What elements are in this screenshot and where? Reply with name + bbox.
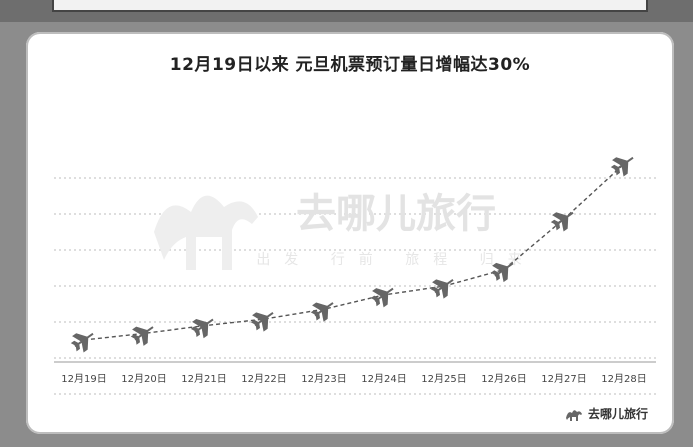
brand-mark: 去哪儿旅行 <box>564 405 648 422</box>
data-point-airplane-icon <box>430 278 454 299</box>
x-tick-label: 12月25日 <box>421 373 466 385</box>
chart-title: 12月19日以来 元旦机票预订量日增幅达30% <box>169 55 531 75</box>
x-tick-label: 12月26日 <box>481 373 526 385</box>
series-line <box>83 163 625 341</box>
chart-card: 12月19日以来 元旦机票预订量日增幅达30% 去哪儿旅行 出发 行前 旅程 归来… <box>26 32 674 434</box>
data-point-airplane-icon <box>610 156 634 177</box>
x-tick-label: 12月23日 <box>301 373 346 385</box>
x-tick-label: 12月21日 <box>181 373 226 385</box>
data-point-airplane-icon <box>130 326 154 346</box>
watermark-camel-icon <box>154 195 258 270</box>
watermark-text: 去哪儿旅行 <box>296 191 496 237</box>
top-strip <box>0 0 693 22</box>
data-point-airplane-icon <box>550 211 574 232</box>
data-point-airplane-icon <box>490 262 514 283</box>
x-tick-label: 12月20日 <box>121 373 166 385</box>
x-tick-label: 12月19日 <box>61 373 106 385</box>
top-strip-panel <box>52 0 648 12</box>
x-tick-label: 12月24日 <box>361 373 406 385</box>
brand-name: 去哪儿旅行 <box>587 407 648 421</box>
data-point-airplane-icon <box>190 318 214 339</box>
data-point-airplane-icon <box>370 287 394 308</box>
x-tick-label: 12月28日 <box>601 373 646 385</box>
x-tick-label: 12月22日 <box>241 373 286 385</box>
data-point-airplane-icon <box>70 332 94 353</box>
data-point-airplane-icon <box>310 302 334 322</box>
data-point-airplane-icon <box>250 311 274 332</box>
camel-icon <box>565 409 582 421</box>
x-tick-label: 12月27日 <box>541 373 586 385</box>
watermark-subtext: 出发 行前 旅程 归来 <box>256 251 535 268</box>
